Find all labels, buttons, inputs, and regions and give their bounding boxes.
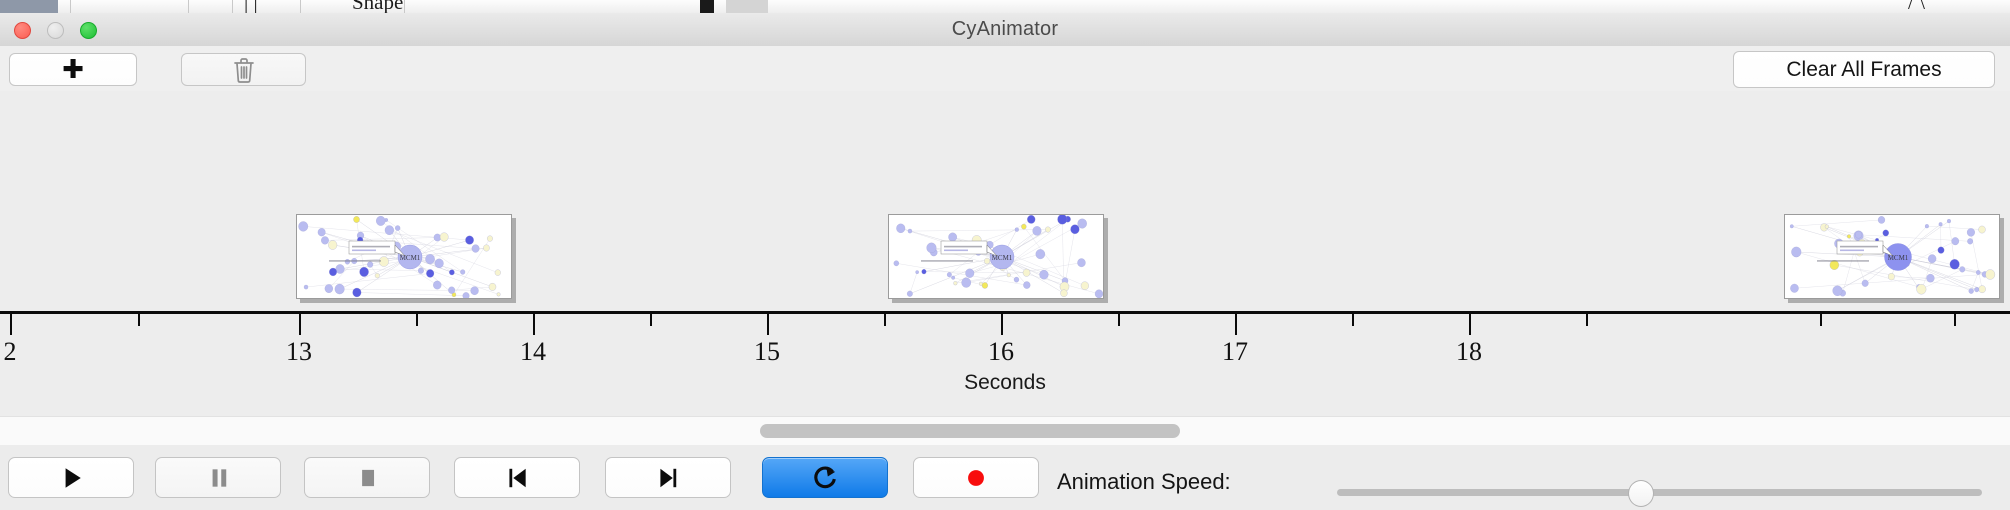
pause-icon bbox=[212, 468, 227, 487]
stop-icon bbox=[362, 469, 375, 486]
svg-text:MCM1: MCM1 bbox=[1888, 254, 1909, 262]
frame-toolbar: ✚ Clear All Frames bbox=[0, 46, 2010, 92]
zoom-button[interactable] bbox=[80, 22, 97, 39]
ruler-tick-major bbox=[1001, 314, 1003, 335]
axis-title: Seconds bbox=[964, 371, 1046, 394]
bg-marker bbox=[700, 0, 714, 13]
svg-text:MCM1: MCM1 bbox=[400, 254, 421, 262]
frame-thumbnail[interactable]: MCM1 bbox=[1784, 214, 2000, 299]
plus-icon: ✚ bbox=[62, 53, 84, 84]
ruler-tick-label: 16 bbox=[988, 337, 1014, 366]
ruler-tick-major bbox=[533, 314, 535, 335]
ruler-tick-label: 17 bbox=[1222, 337, 1248, 366]
ruler-tick-minor bbox=[1820, 314, 1822, 326]
animation-speed-slider[interactable] bbox=[1337, 480, 1982, 507]
frame-thumbnail[interactable]: MCM1 bbox=[296, 214, 512, 299]
skip-back-icon bbox=[509, 468, 526, 487]
bg-divider bbox=[404, 0, 405, 13]
bg-divider bbox=[300, 0, 301, 13]
ruler-tick-minor bbox=[1352, 314, 1354, 326]
ruler-tick-major bbox=[10, 314, 12, 335]
ruler-tick-label: 18 bbox=[1456, 337, 1482, 366]
frame-thumbnail[interactable]: MCM1 bbox=[888, 214, 1104, 299]
skip-forward-icon bbox=[660, 468, 677, 487]
title-bar: CyAnimator bbox=[0, 13, 2010, 47]
trash-icon bbox=[233, 57, 254, 83]
ruler-tick-minor bbox=[650, 314, 652, 326]
svg-text:MCM1: MCM1 bbox=[992, 254, 1013, 262]
ruler-tick-label: 15 bbox=[754, 337, 780, 366]
pause-button[interactable] bbox=[155, 457, 281, 498]
bg-divider bbox=[188, 0, 189, 13]
transport-bar: Animation Speed: bbox=[0, 445, 2010, 510]
bg-window-label: Shape bbox=[352, 0, 404, 14]
ruler-tick-major bbox=[1469, 314, 1471, 335]
ruler-tick-minor bbox=[138, 314, 140, 326]
ruler-tick-major bbox=[767, 314, 769, 335]
play-button[interactable] bbox=[8, 457, 134, 498]
ruler-baseline bbox=[0, 311, 2010, 314]
bg-panel-light bbox=[726, 0, 768, 13]
scrollbar-thumb[interactable] bbox=[760, 424, 1180, 438]
timeline-scrollbar[interactable] bbox=[0, 416, 2010, 446]
delete-frame-button[interactable] bbox=[181, 53, 306, 86]
record-button[interactable] bbox=[913, 457, 1039, 498]
timeline-ruler[interactable]: Seconds 2 13 14 15 16 17 18 bbox=[0, 311, 2010, 416]
bg-panel-dark bbox=[0, 0, 58, 13]
background-window-strip: | | Shape / \ bbox=[0, 0, 2010, 14]
bg-glyph-bar: | | bbox=[244, 0, 258, 14]
clear-all-frames-button[interactable]: Clear All Frames bbox=[1733, 51, 1995, 88]
play-icon bbox=[65, 467, 81, 488]
ruler-tick-label: 2 bbox=[3, 337, 17, 366]
ruler-tick-label: 14 bbox=[520, 337, 546, 366]
ruler-tick-major bbox=[299, 314, 301, 335]
skip-to-end-button[interactable] bbox=[605, 457, 731, 498]
record-icon bbox=[968, 469, 984, 486]
bg-divider bbox=[232, 0, 233, 13]
frame-track[interactable]: MCM1 MCM1 MCM1 bbox=[0, 91, 2010, 311]
bg-divider bbox=[70, 0, 71, 13]
window-controls bbox=[14, 22, 97, 39]
ruler-tick-minor bbox=[1586, 314, 1588, 326]
loop-button[interactable] bbox=[762, 457, 888, 498]
bg-glyph-slash: / \ bbox=[1908, 0, 1925, 14]
loop-icon bbox=[814, 466, 836, 488]
skip-to-start-button[interactable] bbox=[454, 457, 580, 498]
ruler-tick-minor bbox=[416, 314, 418, 326]
ruler-tick-major bbox=[1235, 314, 1237, 335]
animation-speed-label: Animation Speed: bbox=[1057, 469, 1231, 494]
ruler-tick-minor bbox=[884, 314, 886, 326]
window-title: CyAnimator bbox=[951, 18, 1059, 40]
ruler-tick-minor bbox=[1118, 314, 1120, 326]
add-frame-button[interactable]: ✚ bbox=[9, 53, 137, 86]
stop-button[interactable] bbox=[304, 457, 430, 498]
close-button[interactable] bbox=[14, 22, 31, 39]
ruler-tick-label: 13 bbox=[286, 337, 312, 366]
ruler-tick-minor bbox=[1954, 314, 1956, 326]
minimize-button[interactable] bbox=[47, 22, 64, 39]
slider-thumb[interactable] bbox=[1628, 480, 1655, 507]
